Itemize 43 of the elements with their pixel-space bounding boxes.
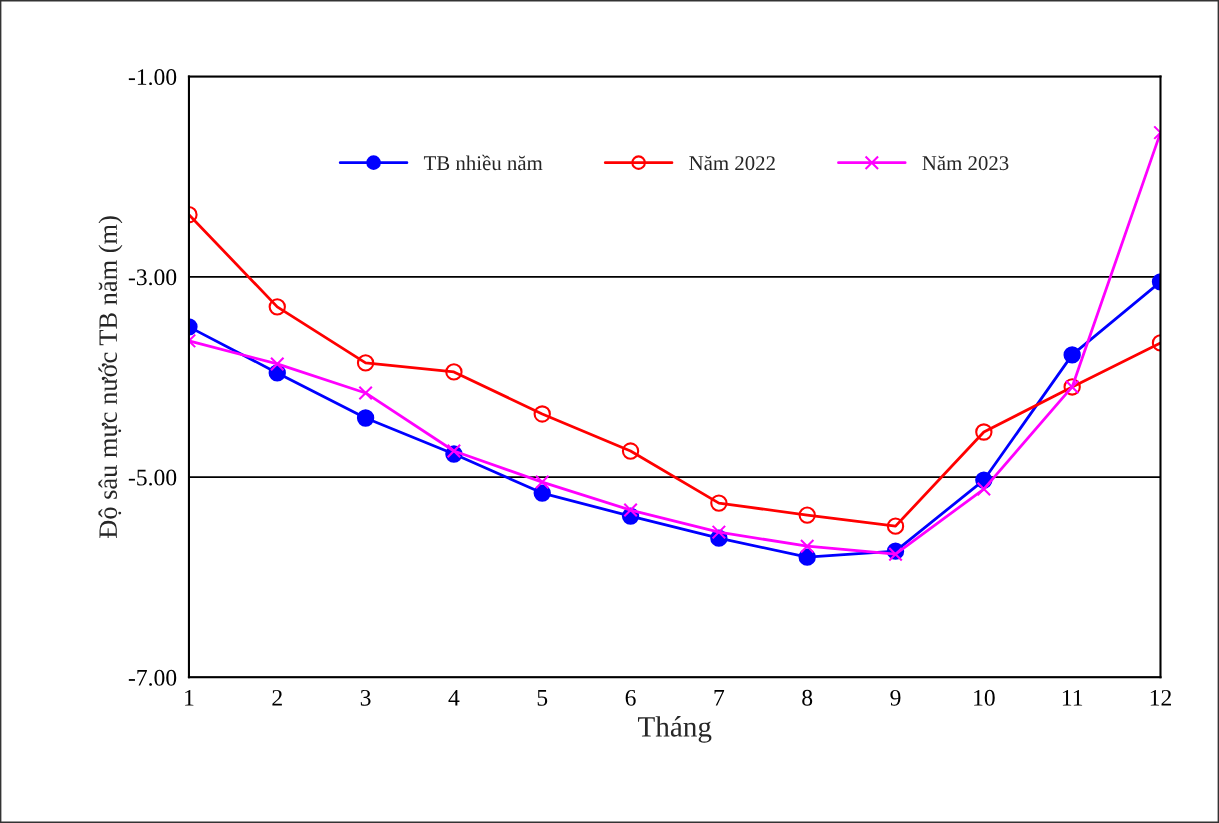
x-tick-label: 7: [714, 690, 725, 706]
point: [710, 494, 728, 512]
x-tick-label: 12: [1150, 689, 1171, 706]
point: [268, 298, 286, 316]
x-tick-label: 6: [625, 689, 636, 706]
x-tick-label: 10: [974, 689, 995, 706]
point: [799, 538, 815, 554]
y-tick-label: -1.00: [128, 69, 177, 86]
point: [269, 356, 285, 372]
point: [358, 385, 373, 401]
x-axis-title: Tháng: [637, 716, 712, 743]
point: [798, 548, 816, 566]
point: [623, 502, 638, 518]
point: [533, 405, 551, 423]
x-tick-label: 5: [537, 690, 548, 706]
point: [888, 546, 903, 562]
x-tick-label: 9: [890, 689, 901, 706]
point: [446, 443, 462, 459]
x-tick-label: 2: [272, 689, 282, 706]
x-tick-label: 4: [448, 689, 460, 706]
point: [534, 474, 550, 490]
point: [533, 484, 551, 502]
point: [975, 423, 993, 441]
point: [976, 481, 992, 497]
x-tick-label: 11: [1062, 689, 1083, 706]
x-tick-label: 8: [802, 689, 813, 706]
x-tick-label: 3: [360, 689, 371, 706]
point: [886, 517, 905, 535]
legend-label: Năm 2023: [922, 155, 1009, 171]
point: [356, 409, 375, 427]
legend-label: TB nhiều năm: [423, 154, 543, 171]
legend-label: Năm 2022: [689, 155, 775, 171]
point: [711, 524, 727, 540]
point: [1063, 346, 1081, 364]
point: [798, 506, 816, 524]
point: [621, 442, 640, 460]
x-tick-label: 1: [185, 689, 194, 706]
point: [356, 354, 375, 372]
y-tick-label: -3.00: [128, 269, 177, 286]
y-axis-title: Độ sâu mực nước TB năm (m): [98, 216, 123, 539]
point: [445, 363, 463, 381]
y-tick-label: -5.00: [128, 469, 177, 486]
y-tick-label: -7.00: [128, 669, 177, 686]
